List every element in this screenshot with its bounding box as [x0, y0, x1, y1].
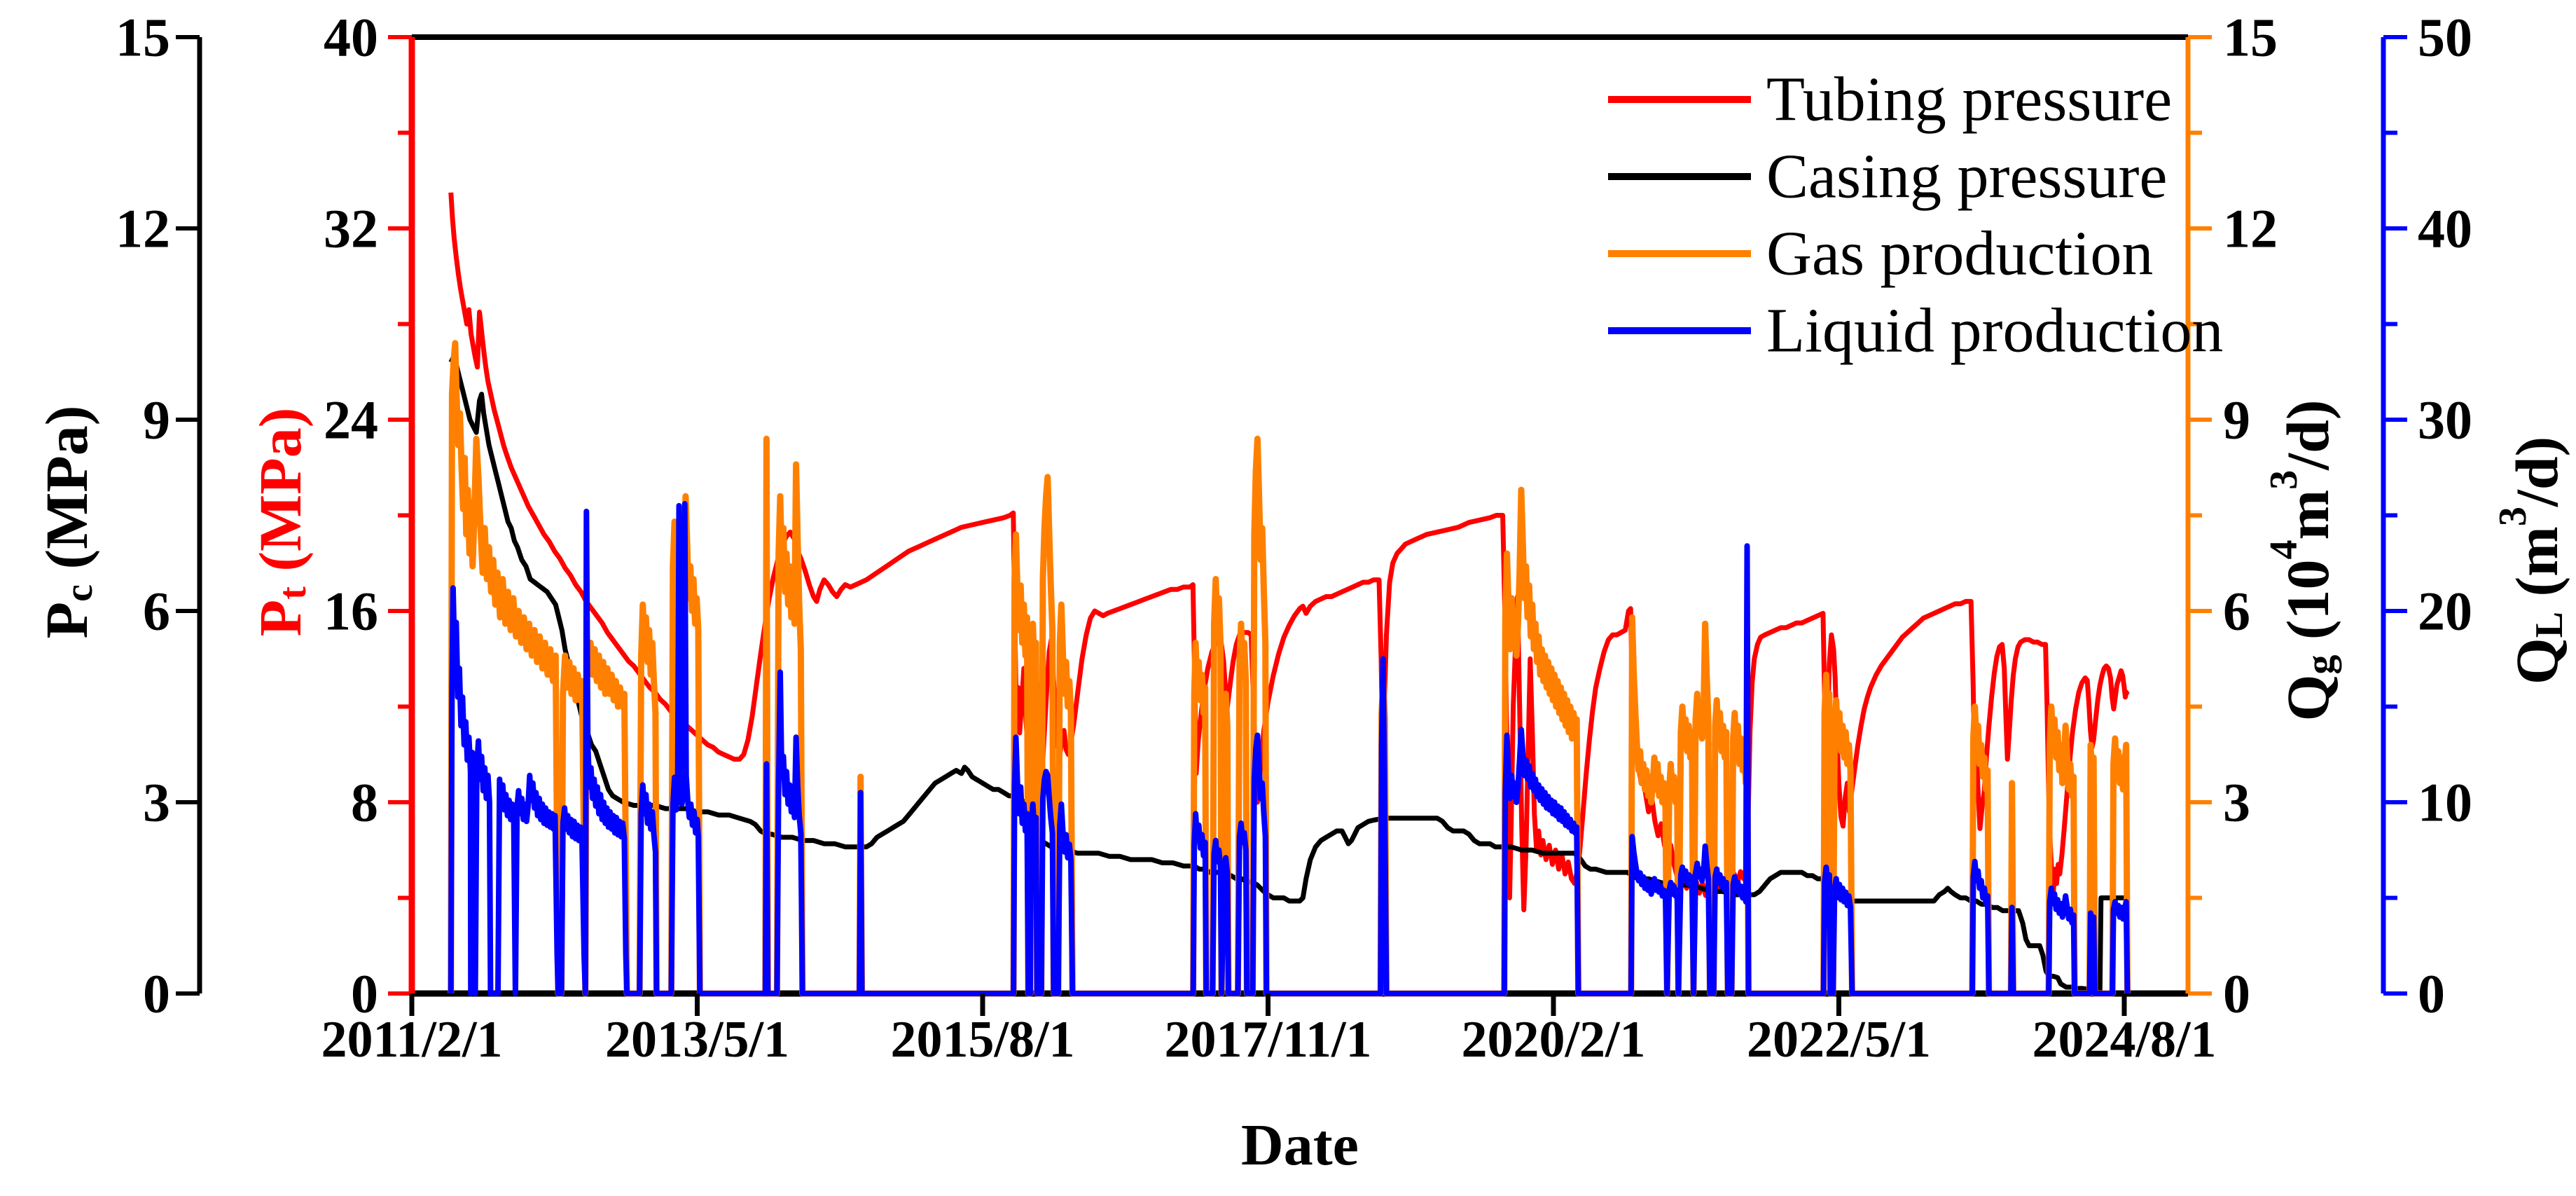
x-tick-label: 2015/8/1 [890, 1011, 1074, 1068]
pc-tick-label: 0 [143, 963, 170, 1024]
qg-tick-label: 15 [2223, 7, 2278, 68]
ql-tick-label: 0 [2418, 963, 2445, 1024]
pt-axis-title: Pt (MPa) [247, 408, 314, 637]
axis-titles: Pc (MPa) Pt (MPa) Qg (104m3/d) QL (m3/d) Dat… [33, 399, 2571, 1178]
pc-tick-label: 12 [116, 198, 170, 259]
pc-axis-title: Pc (MPa) [33, 406, 101, 639]
qg-tick-label: 12 [2223, 198, 2278, 259]
x-tick-label: 2020/2/1 [1461, 1011, 1645, 1068]
pc-tick-label: 9 [143, 390, 170, 451]
qg-tick-label: 9 [2223, 390, 2250, 451]
x-axis-title: Date [1241, 1113, 1359, 1178]
x-tick-label: 2013/5/1 [605, 1011, 789, 1068]
pt-tick-label: 8 [351, 772, 378, 833]
data-series [448, 192, 2131, 997]
pt-tick-label: 16 [324, 581, 378, 642]
x-tick-label: 2024/8/1 [2032, 1011, 2216, 1068]
qg-tick-label: 3 [2223, 772, 2250, 833]
pt-tick-label: 32 [324, 198, 378, 259]
legend-label-tubing-pressure: Tubing pressure [1766, 65, 2172, 135]
series-casing-pressure [448, 353, 2129, 993]
ql-tick-label: 50 [2418, 7, 2472, 68]
series-tubing-pressure [448, 192, 2130, 913]
legend-label-gas-production: Gas production [1766, 219, 2153, 289]
ql-tick-label: 40 [2418, 198, 2472, 259]
qg-axis-title: Qg (104m3/d) [2262, 399, 2342, 721]
series-gas-production [448, 340, 2131, 997]
pt-tick-label: 24 [324, 390, 378, 451]
legend-label-liquid-production: Liquid production [1766, 296, 2223, 366]
x-tick-label: 2022/5/1 [1747, 1011, 1931, 1068]
pt-tick-label: 40 [324, 7, 378, 68]
ql-axis-title: QL (m3/d) [2491, 437, 2571, 685]
x-tick-label: 2011/2/1 [321, 1011, 502, 1068]
pt-tick-label: 0 [351, 963, 378, 1024]
qg-tick-label: 0 [2223, 963, 2250, 1024]
ql-tick-label: 10 [2418, 772, 2472, 833]
ql-tick-label: 30 [2418, 390, 2472, 451]
qg-tick-label: 6 [2223, 581, 2250, 642]
legend-label-casing-pressure: Casing pressure [1766, 142, 2167, 212]
axes: 0 3 6 9 12 15 0 8 16 24 32 40 0 3 6 9 12 15 0 10 20 30 40 50 201… [116, 7, 2472, 1069]
pc-tick-label: 3 [143, 772, 170, 833]
pc-tick-label: 6 [143, 581, 170, 642]
x-tick-label: 2017/11/1 [1164, 1011, 1371, 1068]
series-liquid-production [448, 501, 2131, 996]
ql-tick-label: 20 [2418, 581, 2472, 642]
pc-tick-label: 15 [116, 7, 170, 68]
